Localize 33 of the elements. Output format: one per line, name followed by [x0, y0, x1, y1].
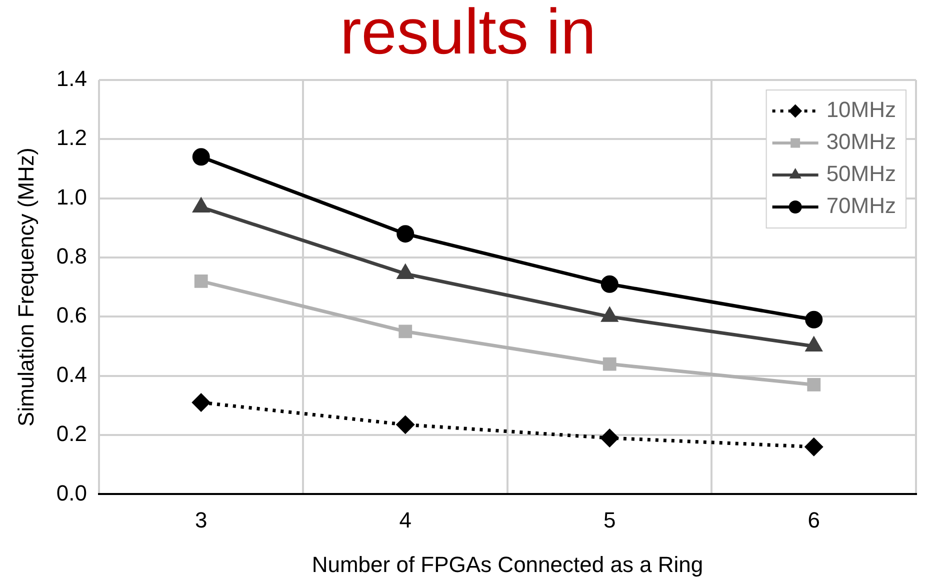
- text: results in: [340, 0, 596, 68]
- legend-label: 70MHz: [826, 193, 896, 218]
- point: [192, 394, 210, 412]
- x-tick-label: 3: [194, 507, 208, 532]
- x-tick-label: 6: [808, 507, 820, 532]
- point: [194, 274, 208, 288]
- y-tick-label: 0.4: [56, 362, 87, 387]
- legend-label: 10MHz: [826, 97, 896, 122]
- x-tick-label: 4: [399, 507, 412, 532]
- point: [805, 310, 823, 328]
- point: [602, 357, 616, 371]
- point: [600, 275, 618, 293]
- legend-label: 30MHz: [826, 129, 896, 154]
- y-tick-label: 0.8: [56, 244, 87, 269]
- point: [806, 338, 822, 352]
- point: [398, 324, 412, 338]
- point: [807, 378, 821, 392]
- y-tick-label: 0.2: [56, 421, 87, 446]
- x-tick-label: 5: [603, 507, 616, 532]
- x-axis-title: Number of FPGAs Connected as a Ring: [312, 552, 704, 577]
- point: [600, 429, 618, 447]
- point: [192, 148, 210, 166]
- y-tick-label: 0.0: [56, 480, 87, 506]
- legend-label: 50MHz: [826, 161, 896, 186]
- point: [396, 416, 414, 434]
- y-tick-label: 1.2: [56, 125, 87, 150]
- point: [805, 438, 823, 456]
- y-tick-label: 0.6: [56, 302, 87, 328]
- point: [398, 265, 414, 280]
- y-tick-label: 1.4: [56, 66, 87, 92]
- y-axis-title: Simulation Frequency (MHz): [13, 148, 38, 426]
- y-tick-label: 1.0: [56, 184, 87, 210]
- point: [396, 225, 414, 243]
